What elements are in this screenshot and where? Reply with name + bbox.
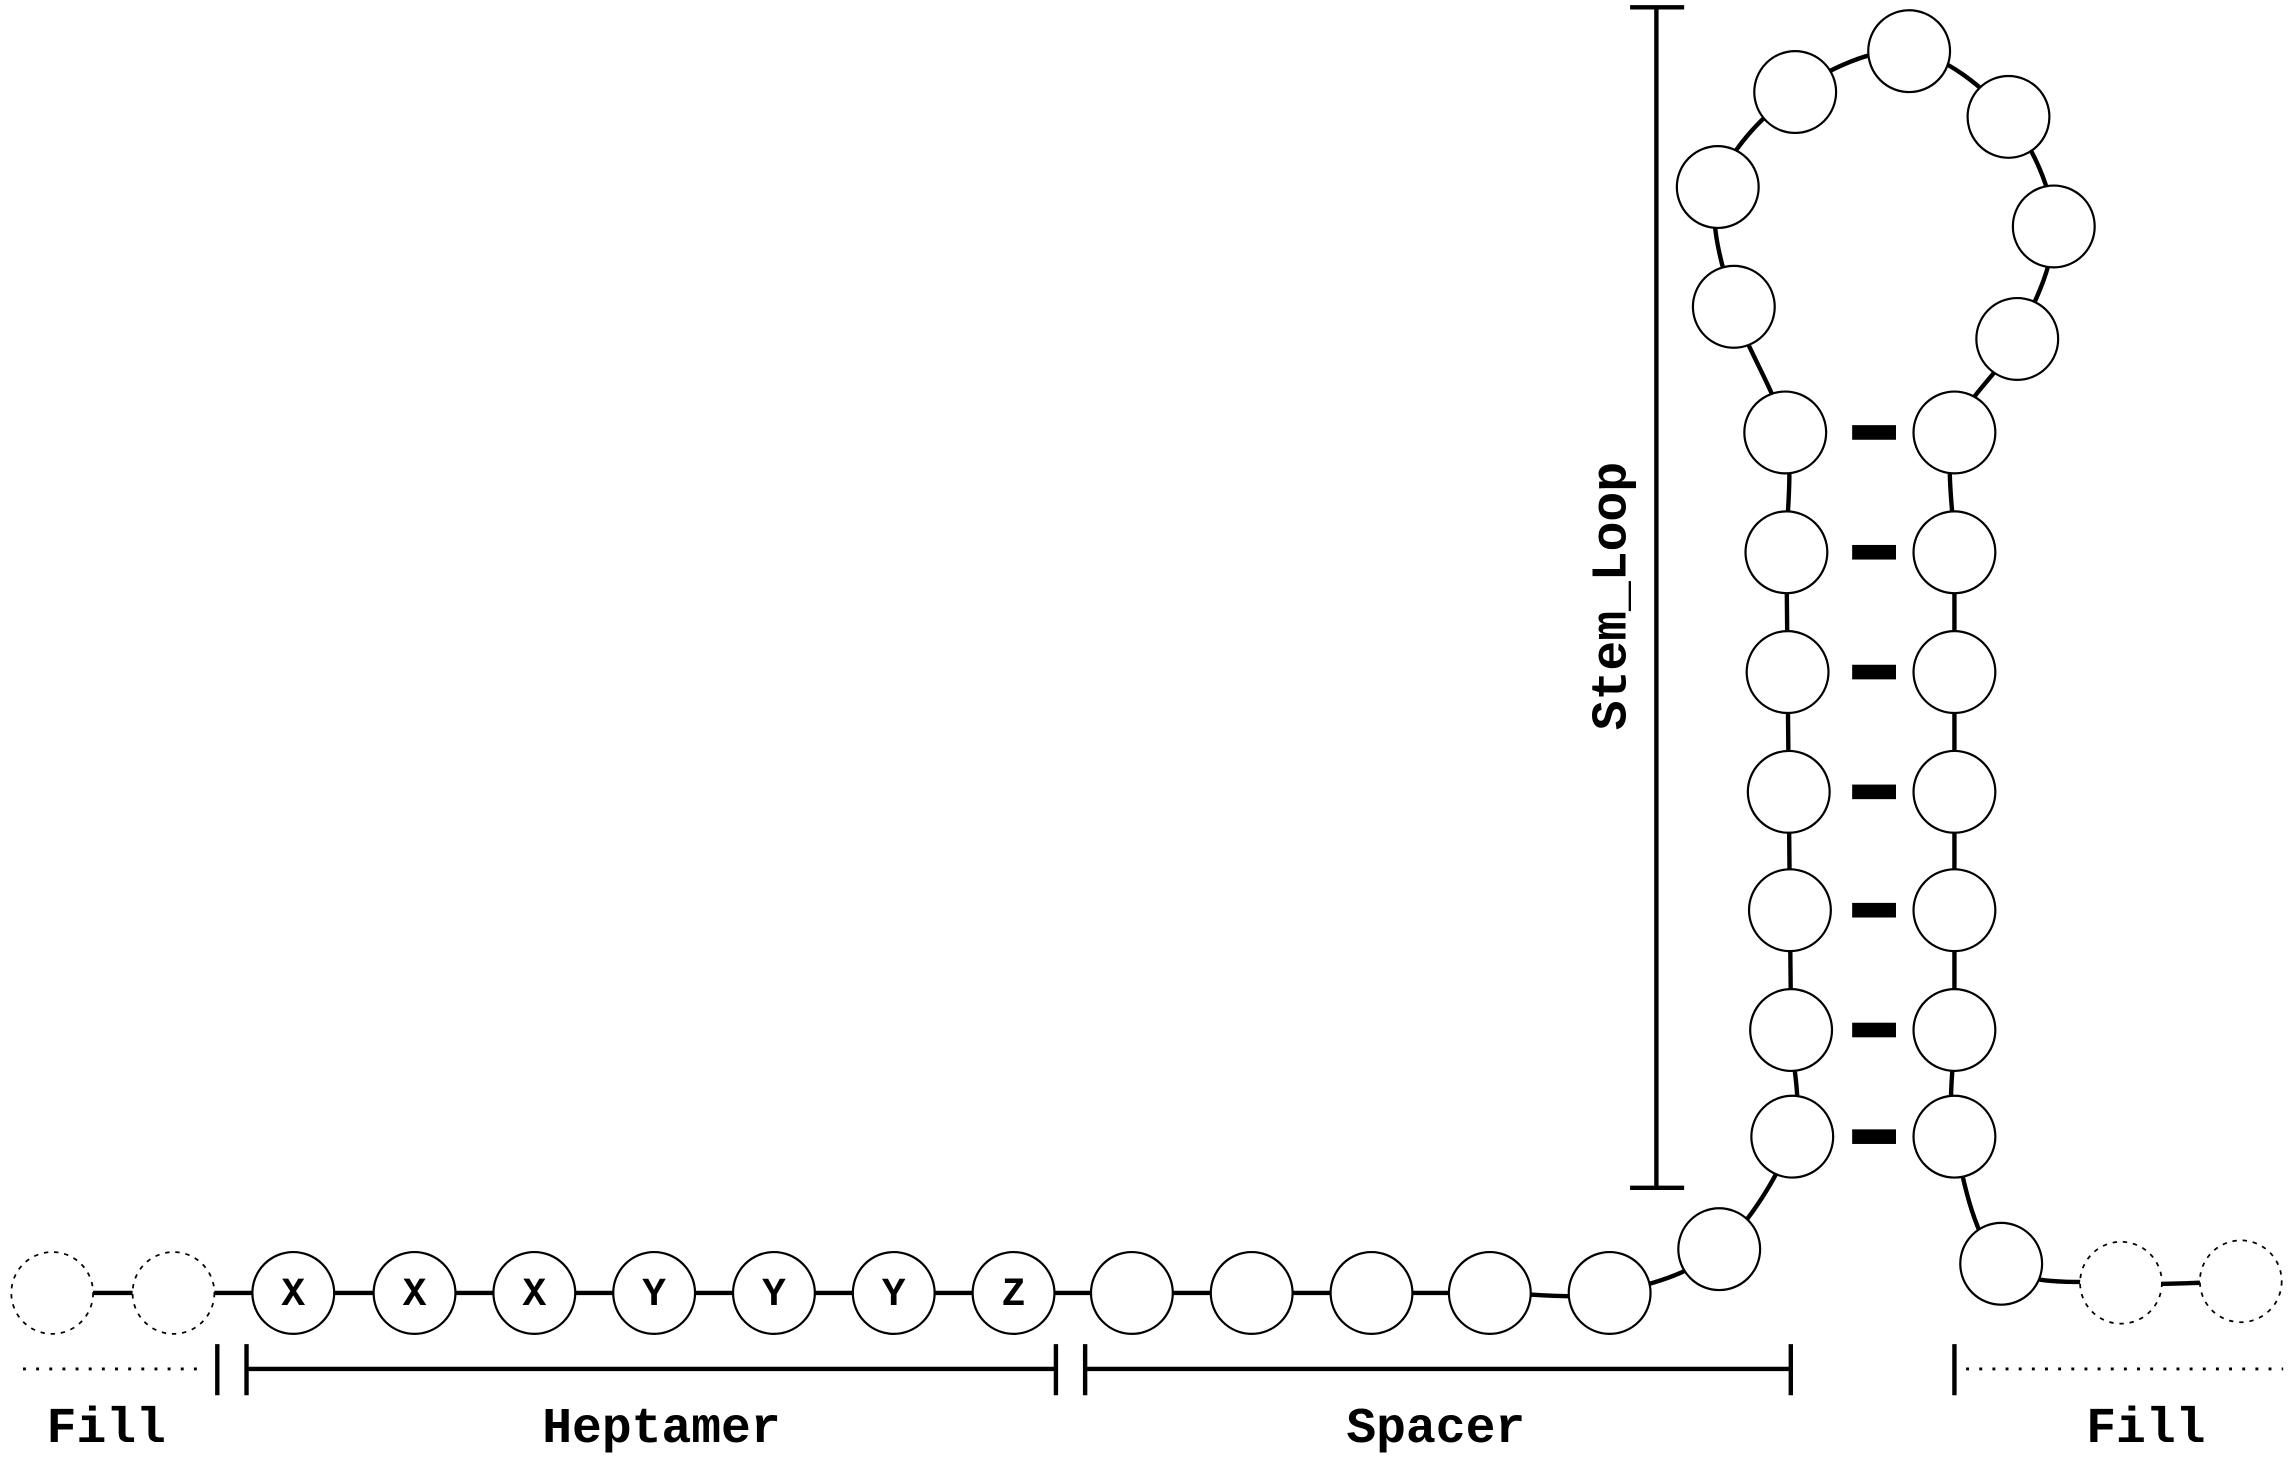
fill-label: Fill	[2086, 1401, 2205, 1457]
nucleotide	[1743, 390, 1828, 475]
base-letter: X	[523, 1272, 547, 1317]
nucleotide	[1675, 145, 1760, 230]
nucleotide	[1677, 1207, 1762, 1292]
nucleotide	[1749, 988, 1834, 1073]
nucleotide	[1966, 74, 2051, 159]
base-letter: X	[281, 1272, 305, 1317]
base-letter: Y	[642, 1272, 666, 1317]
fill-label: Fill	[47, 1401, 166, 1457]
nucleotide	[1867, 9, 1952, 94]
nucleotide	[1209, 1250, 1294, 1335]
base-pair	[1852, 784, 1896, 800]
nucleotide	[1912, 630, 1997, 715]
base-pair	[1852, 1022, 1896, 1038]
nucleotide	[731, 1250, 816, 1335]
nucleotide	[851, 1250, 936, 1335]
stem-loop-label: Stem_Loop	[1585, 462, 1641, 730]
nucleotide	[1912, 1094, 1997, 1179]
base-letter: Z	[1002, 1272, 1026, 1317]
base-pair	[1852, 544, 1896, 560]
base-letter: Y	[762, 1272, 786, 1317]
base-pairs	[1852, 425, 1896, 1144]
nucleotide	[1912, 510, 1997, 595]
base-pair	[1852, 425, 1896, 440]
nucleotide	[612, 1250, 697, 1335]
nucleotide	[1959, 1221, 2044, 1306]
nucleotide	[1912, 868, 1997, 953]
nucleotide	[492, 1250, 577, 1335]
nucleotide	[251, 1250, 336, 1335]
base-pair	[1852, 1129, 1896, 1144]
fill-nucleotide	[2079, 1240, 2163, 1325]
nucleotide	[1912, 988, 1997, 1073]
nucleotide	[1329, 1250, 1414, 1335]
nucleotide	[1912, 749, 1997, 834]
nucleotide	[1745, 630, 1830, 715]
base-pair	[1852, 902, 1896, 918]
nucleotide	[2011, 184, 2096, 269]
nucleotide	[1746, 749, 1831, 834]
base-letter: X	[403, 1272, 427, 1317]
nucleotide	[1912, 390, 1997, 475]
base-letter: Y	[882, 1272, 906, 1317]
nucleotide	[1691, 264, 1776, 349]
fill-nucleotide	[2199, 1239, 2283, 1324]
nucleotide	[372, 1250, 457, 1335]
nucleotide	[1567, 1250, 1652, 1335]
nucleotide	[1753, 50, 1838, 135]
fill-nucleotide	[131, 1251, 216, 1335]
nucleotide	[1750, 1094, 1835, 1179]
nucleotide	[1744, 510, 1829, 595]
nucleotide	[1747, 868, 1832, 953]
nucleotide	[1975, 296, 2060, 381]
spacer-label: Spacer	[1346, 1401, 1525, 1457]
heptamer-label: Heptamer	[542, 1401, 780, 1457]
fill-nucleotide	[10, 1251, 94, 1335]
nucleotide	[971, 1250, 1056, 1335]
nucleotide	[1089, 1250, 1174, 1335]
base-pair	[1852, 664, 1896, 680]
nucleotide	[1447, 1250, 1532, 1335]
brackets	[22, 5, 2284, 1396]
